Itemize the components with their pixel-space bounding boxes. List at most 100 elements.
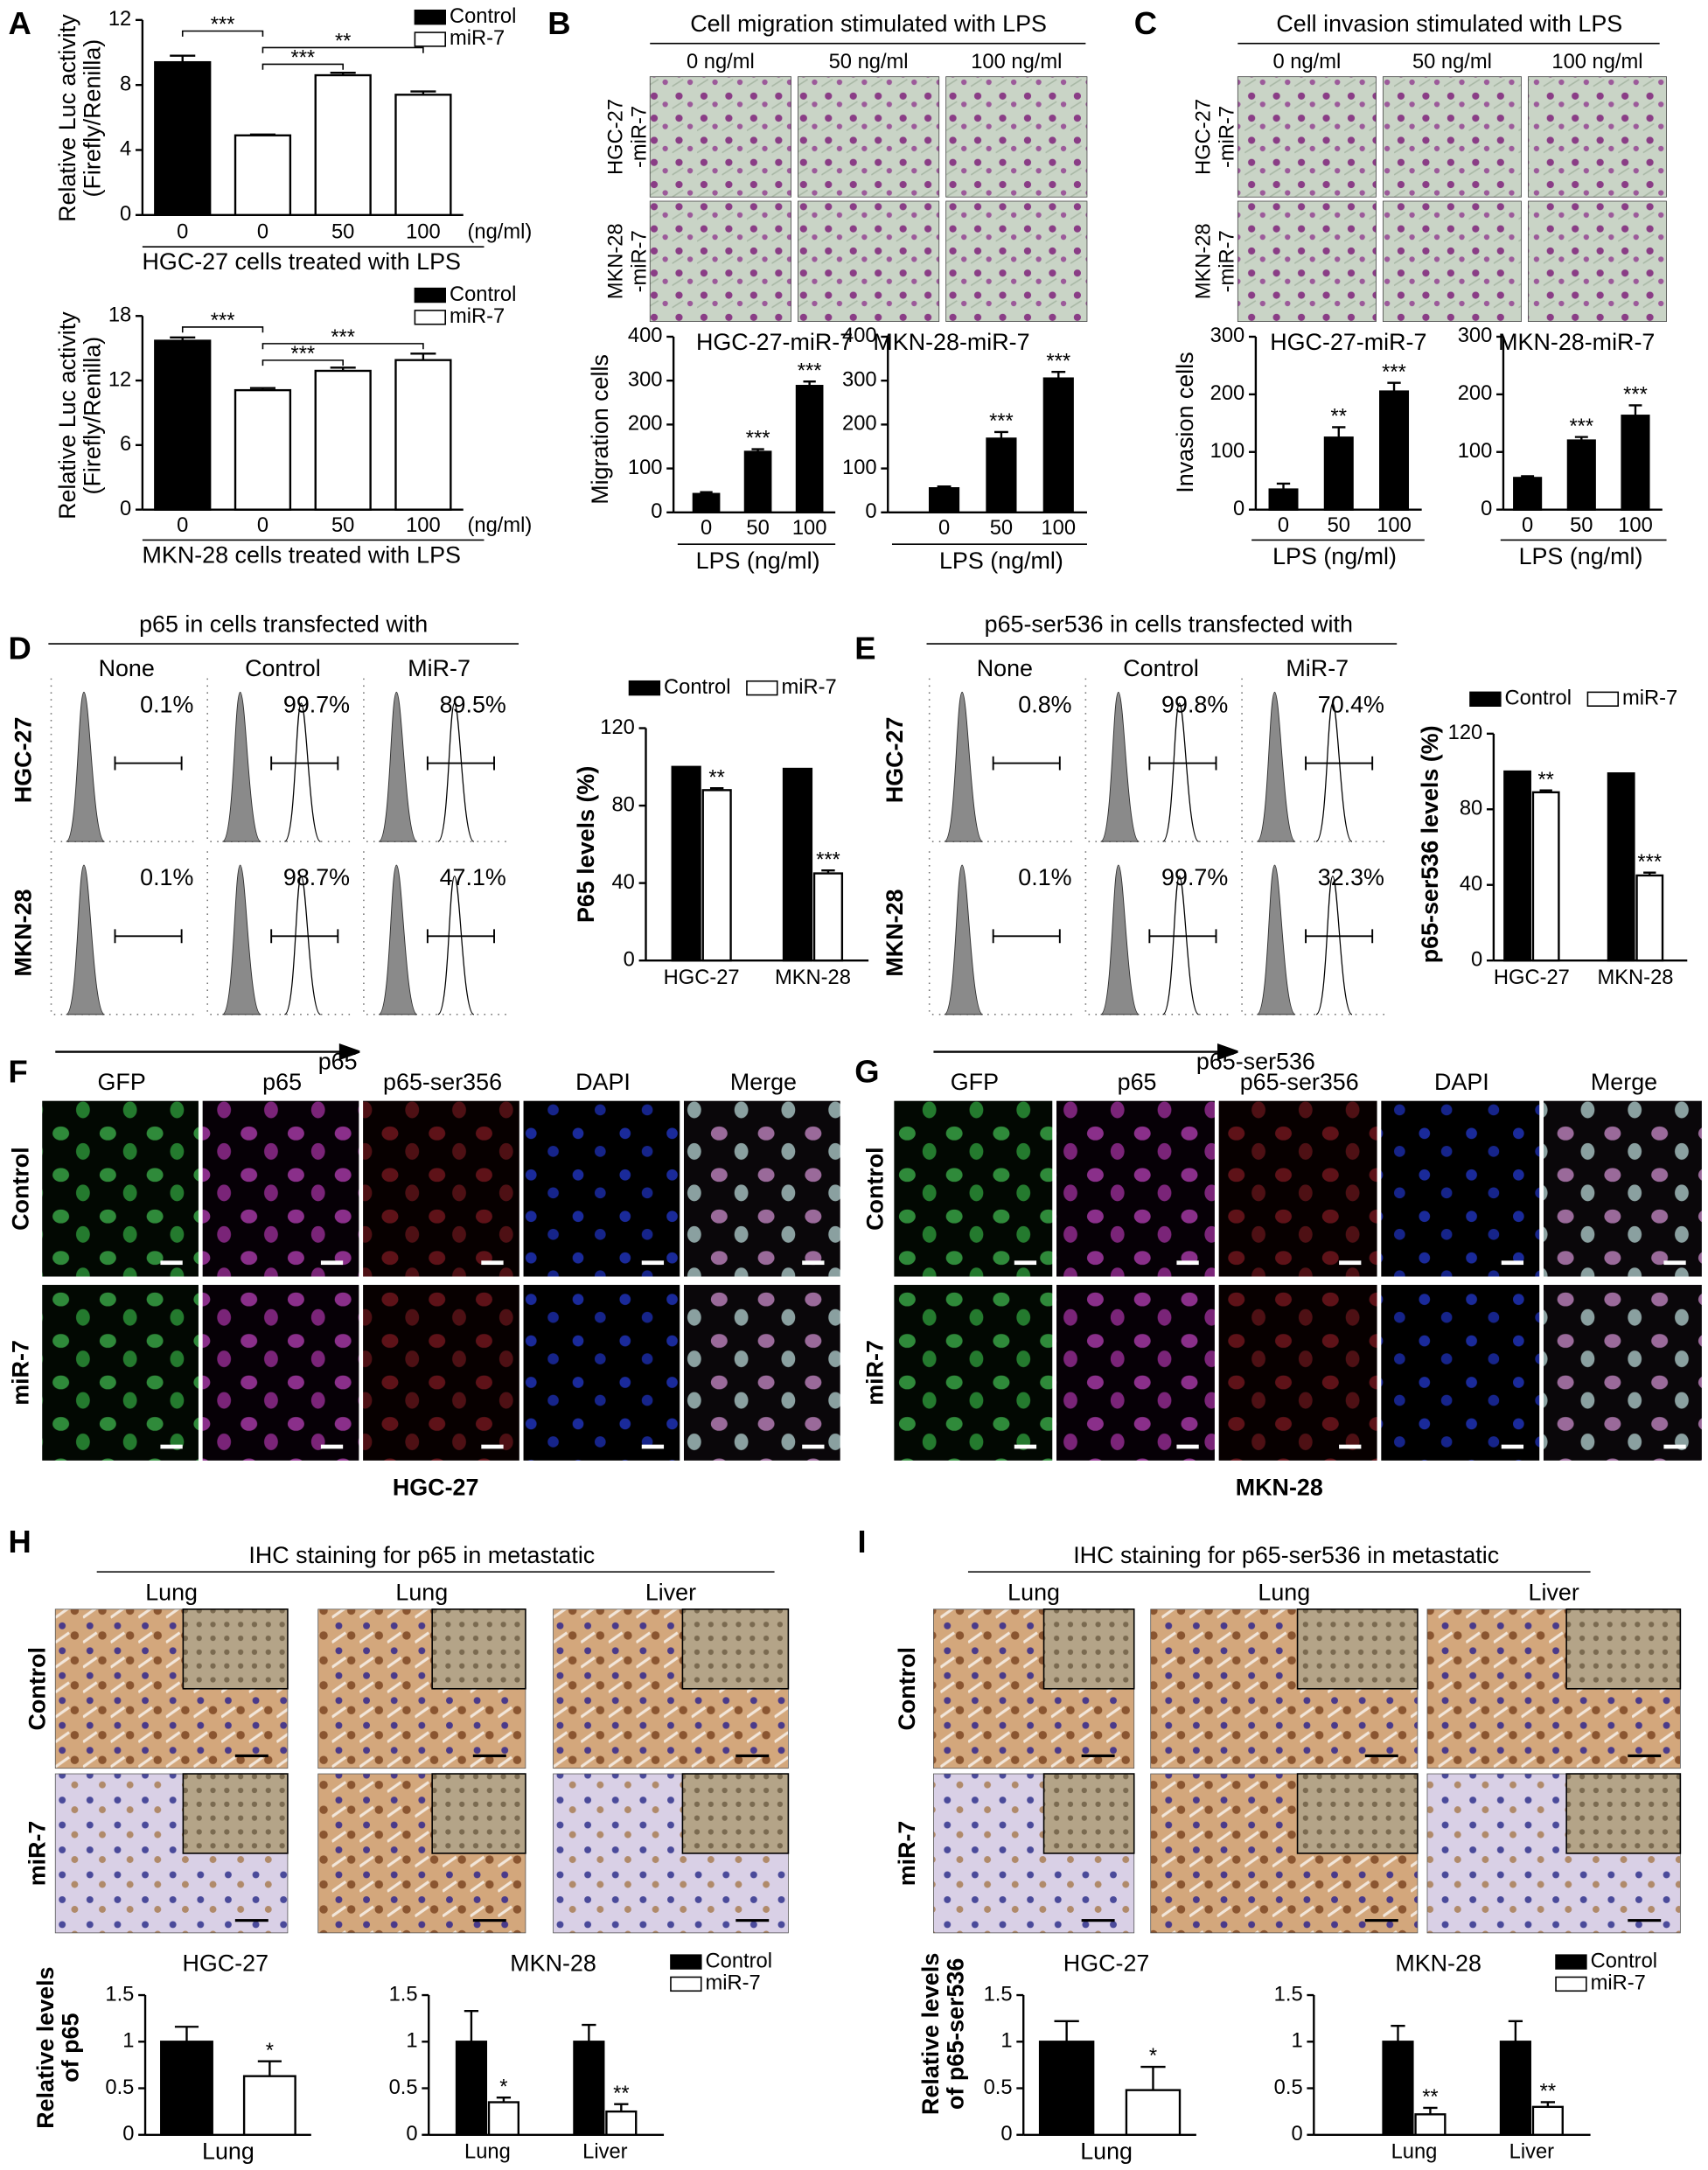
bar	[234, 134, 292, 217]
legend-swatch	[1555, 1976, 1587, 1992]
bar	[986, 437, 1017, 513]
column-header: Liver	[1529, 1580, 1579, 1606]
scale-bar	[641, 1260, 665, 1266]
scale-bar	[481, 1444, 504, 1449]
chart-title: MKN-28-miR-7	[873, 329, 1029, 355]
gate	[270, 929, 339, 944]
bar	[1513, 477, 1543, 511]
axis-arrow	[55, 1043, 360, 1061]
y-axis-label: p65-ser536 levels (%)	[1417, 725, 1443, 963]
scale-bar	[1663, 1260, 1686, 1266]
micrograph	[892, 1283, 1054, 1462]
y-axis-label: P65 levels (%)	[573, 766, 599, 923]
significance-label: ***	[1637, 851, 1662, 874]
micrograph	[1542, 1283, 1704, 1462]
micrograph	[201, 1099, 360, 1279]
error-bar	[937, 485, 952, 489]
x-tick-label: 0	[1278, 514, 1289, 537]
error-bar	[410, 90, 436, 95]
y-tick-label: 1.5	[1274, 1983, 1303, 2006]
gate-percent: 0.1%	[1018, 864, 1071, 890]
row-label: miR-7	[862, 1340, 889, 1406]
y-tick-label: 300	[628, 368, 663, 391]
column-header: Merge	[1591, 1069, 1657, 1095]
bar	[1414, 2113, 1447, 2136]
y-tick-label: 1	[406, 2030, 417, 2053]
y-tick-label: 200	[628, 413, 663, 436]
gate-percent: 99.7%	[283, 691, 350, 717]
bar	[234, 388, 292, 511]
histogram-isotype	[66, 691, 106, 842]
bar	[1635, 874, 1664, 962]
inset	[1042, 1773, 1135, 1854]
chart-title: MKN-28	[1395, 1950, 1481, 1976]
y-tick-label: 100	[842, 457, 877, 479]
row-label: Control	[894, 1647, 920, 1731]
significance-label: **	[1331, 406, 1347, 429]
y-tick-label: 1	[1000, 2030, 1012, 2053]
row-label: HGC-27	[605, 99, 628, 175]
x-tick-label: Liver	[582, 2141, 628, 2164]
histogram-sample	[1161, 702, 1200, 842]
y-tick-label: 1	[122, 2030, 134, 2053]
error-bar	[1391, 2024, 1405, 2042]
gate-percent: 0.1%	[140, 691, 193, 717]
micrograph	[1528, 76, 1667, 198]
x-tick-label: HGC-27	[664, 966, 740, 989]
y-tick-label: 1.5	[105, 1983, 134, 2006]
bar	[455, 2041, 488, 2136]
x-tick-label: 50	[990, 517, 1013, 540]
gate	[114, 756, 183, 771]
column-header: Lung	[145, 1580, 198, 1606]
histogram-isotype	[378, 691, 418, 842]
significance-label: *	[1149, 2045, 1157, 2068]
legend-swatch	[670, 1976, 702, 1992]
y-tick-label: 0.5	[1274, 2076, 1303, 2099]
micrograph	[945, 200, 1088, 322]
row-label: MKN-28	[605, 223, 628, 299]
scale-bar	[481, 1260, 504, 1266]
column-header: 100 ng/ml	[971, 51, 1062, 73]
scale-bar	[1014, 1444, 1037, 1449]
scale-bar	[1364, 1754, 1398, 1758]
panel-title: p65 in cells transfected with	[139, 611, 428, 638]
y-tick-label: 0	[406, 2123, 417, 2146]
legend-swatch	[670, 1954, 702, 1970]
x-tick-label: 0	[938, 517, 950, 540]
legend-label: Control	[706, 1950, 772, 1972]
gate	[992, 929, 1061, 944]
bracket	[181, 30, 264, 37]
panel-title: IHC staining for p65-ser536 in metastati…	[1073, 1542, 1499, 1568]
y-tick-label: 1	[1291, 2030, 1302, 2053]
y-tick-label: 80	[1460, 798, 1482, 820]
panel-label: B	[547, 5, 570, 41]
bracket-label: ***	[290, 46, 315, 69]
error-bar	[821, 869, 835, 874]
error-bar	[249, 133, 275, 136]
micrograph	[682, 1099, 842, 1279]
error-bar	[1539, 789, 1552, 792]
histogram-sample	[437, 876, 475, 1015]
y-tick-label: 200	[842, 413, 877, 436]
legend-swatch	[746, 680, 778, 696]
error-bar	[709, 786, 724, 791]
error-bar	[1332, 426, 1346, 438]
x-tick-label: 50	[331, 221, 354, 244]
histogram-sample	[1315, 876, 1353, 1015]
panel-label: D	[8, 631, 31, 666]
chart-title: HGC-27	[1063, 1950, 1150, 1976]
micrograph	[361, 1099, 521, 1279]
y-tick-label: 200	[1458, 382, 1493, 405]
x-tick-label: 0	[257, 221, 268, 244]
bar	[743, 450, 772, 513]
x-tick-label: 100	[406, 514, 441, 537]
micrograph	[649, 76, 791, 198]
column-header: 0 ng/ml	[1273, 51, 1342, 73]
scale-bar	[1176, 1260, 1199, 1266]
legend-swatch	[414, 31, 446, 47]
micrograph	[40, 1283, 200, 1462]
legend-swatch	[1555, 1954, 1587, 1970]
row-label: -miR-7	[1217, 106, 1239, 168]
gate	[114, 929, 183, 944]
